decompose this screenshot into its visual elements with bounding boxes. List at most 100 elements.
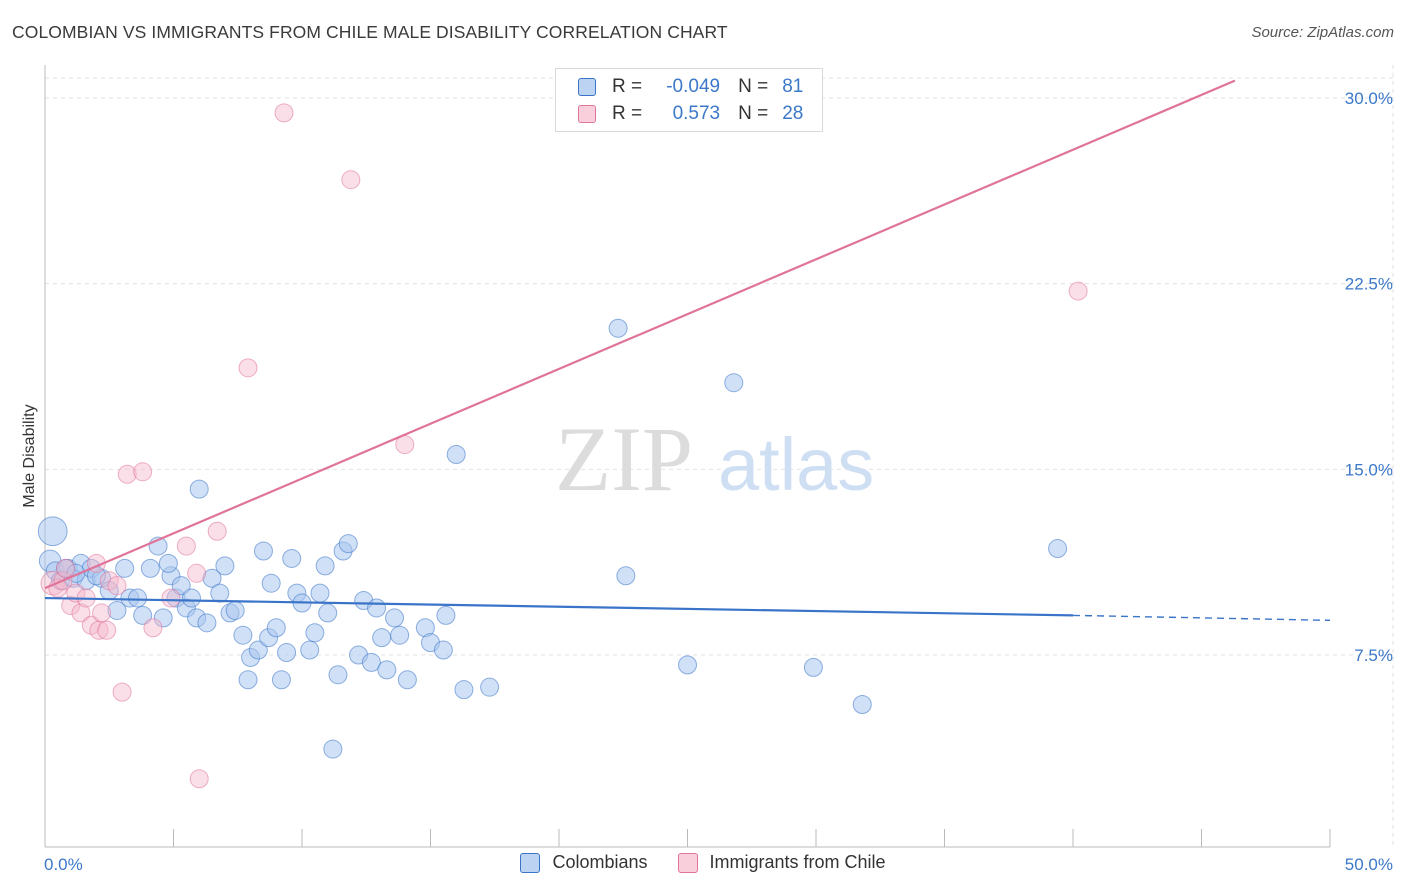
y-tick-label: 15.0% xyxy=(1345,460,1393,479)
colombians-point xyxy=(189,479,209,499)
chile-point xyxy=(189,769,209,789)
colombians-point xyxy=(266,618,286,638)
chile-point xyxy=(112,682,132,702)
chile-point xyxy=(274,103,294,123)
chile-swatch xyxy=(578,105,596,123)
y-axis-label: Male Disability xyxy=(21,404,38,507)
chart-title: COLOMBIAN VS IMMIGRANTS FROM CHILE MALE … xyxy=(12,22,728,42)
axes: 7.5% 15.0% 22.5% 30.0% 0.0% 50.0% xyxy=(44,65,1393,874)
chile-point xyxy=(143,618,163,638)
colombians-point xyxy=(305,623,325,643)
colombians-point xyxy=(140,558,160,578)
correlation-legend: R = -0.049 N = 81 R = 0.573 N = 28 xyxy=(555,68,823,132)
colombians-point xyxy=(181,588,201,608)
colombians-point xyxy=(372,628,392,648)
legend-r-label: R = xyxy=(612,76,643,97)
colombians-point xyxy=(153,608,173,628)
colombians-point xyxy=(37,516,68,547)
colombians-point xyxy=(436,605,456,625)
chile-point xyxy=(133,462,153,482)
colombians-point xyxy=(261,573,281,593)
chile-legend-label: Immigrants from Chile xyxy=(709,852,886,872)
data-points xyxy=(37,103,1088,789)
chile-point xyxy=(1068,281,1088,301)
colombians-legend-label: Colombians xyxy=(552,852,648,872)
chile-point xyxy=(207,521,227,541)
x-tick-label-max: 50.0% xyxy=(1345,855,1393,874)
chile-point xyxy=(107,576,127,596)
chile-point xyxy=(187,563,207,583)
chile-legend-swatch xyxy=(677,852,698,873)
colombians-point xyxy=(248,640,268,660)
chile-point xyxy=(61,595,81,615)
colombians-point xyxy=(454,680,474,700)
colombians-point xyxy=(616,566,636,586)
colombians-point xyxy=(133,605,153,625)
colombians-point xyxy=(282,548,302,568)
colombians-point xyxy=(318,603,338,623)
series-legend: Colombians Immigrants from Chile xyxy=(0,852,1406,873)
colombians-point xyxy=(803,657,823,677)
colombians-point xyxy=(225,600,245,620)
gridlines xyxy=(45,65,1394,847)
chile-point xyxy=(92,603,112,623)
trend-lines xyxy=(44,79,1331,622)
chile-point xyxy=(341,170,361,190)
colombians-point xyxy=(367,598,387,618)
chile-point xyxy=(176,536,196,556)
colombians-point xyxy=(608,318,628,338)
colombians-point xyxy=(238,670,258,690)
chile-point xyxy=(117,464,137,484)
colombians-point xyxy=(1048,539,1068,559)
colombians-point xyxy=(300,640,320,660)
legend-r-label: R = xyxy=(612,103,643,124)
colombians-point xyxy=(171,576,191,596)
colombians-legend-swatch xyxy=(520,852,541,873)
colombians-point xyxy=(107,600,127,620)
colombians-point xyxy=(390,625,410,645)
colombians-point xyxy=(158,553,178,573)
colombians-point xyxy=(210,583,230,603)
colombians-point xyxy=(480,677,500,697)
legend-row-colombians: R = -0.049 N = 81 xyxy=(578,75,803,99)
colombians-point xyxy=(253,541,273,561)
colombians-point xyxy=(446,444,466,464)
colombians-point xyxy=(323,739,343,759)
colombians-point xyxy=(128,588,148,608)
colombians-point xyxy=(724,373,744,393)
colombians-point xyxy=(315,556,335,576)
colombians-swatch xyxy=(578,78,596,96)
y-tick-label: 7.5% xyxy=(1354,646,1393,665)
colombians-point xyxy=(233,625,253,645)
colombians-point xyxy=(202,568,222,588)
chile-point xyxy=(97,620,117,640)
legend-n-label: N = xyxy=(738,103,769,124)
legend-item-colombians: Colombians xyxy=(520,852,648,873)
source-label: Source: ZipAtlas.com xyxy=(1251,24,1394,41)
colombians-trend-extension xyxy=(1072,614,1331,622)
chile-point xyxy=(238,358,258,378)
colombians-point xyxy=(328,665,348,685)
colombians-point xyxy=(397,670,417,690)
colombians-point xyxy=(433,640,453,660)
chile-point xyxy=(71,603,91,623)
colombians-point xyxy=(361,652,381,672)
colombians-point xyxy=(852,695,872,715)
colombians-point xyxy=(310,583,330,603)
watermark-atlas: atlas xyxy=(718,423,874,506)
x-tick-label-min: 0.0% xyxy=(44,855,83,874)
watermark-zip: ZIP xyxy=(555,408,693,510)
colombians-point xyxy=(215,556,235,576)
chile-point xyxy=(56,558,76,578)
watermark: ZIP atlas xyxy=(555,408,874,510)
colombians-point xyxy=(678,655,697,675)
colombians-point xyxy=(115,558,135,578)
colombians-point xyxy=(377,660,397,680)
chile-r-value: 0.573 xyxy=(672,103,721,124)
chile-trend-line xyxy=(44,79,1236,590)
legend-n-label: N = xyxy=(738,76,769,97)
y-tick-label: 30.0% xyxy=(1345,89,1393,108)
colombians-r-value: -0.049 xyxy=(666,76,721,97)
colombians-point xyxy=(338,534,358,554)
